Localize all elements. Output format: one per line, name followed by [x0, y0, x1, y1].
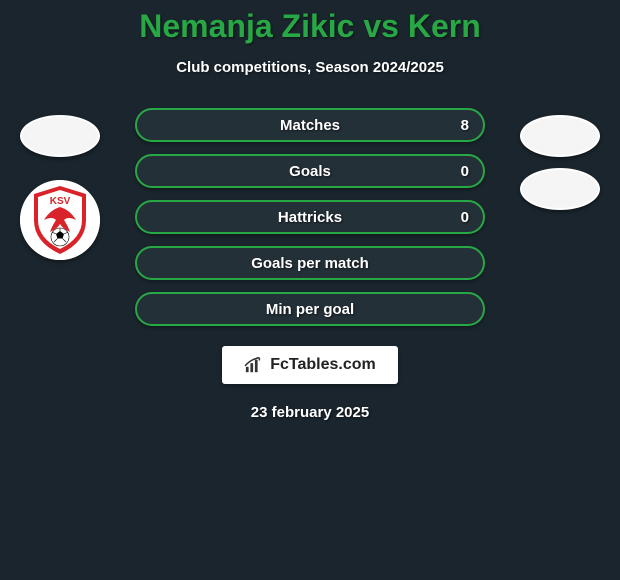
- stats-list: Matches 8 Goals 0 Hattricks 0 Goals per …: [135, 108, 485, 326]
- shield-icon: KSV: [20, 180, 100, 260]
- stat-row-goals: Goals 0: [135, 154, 485, 188]
- stat-label: Hattricks: [278, 209, 342, 226]
- bar-chart-icon: [244, 356, 264, 374]
- stat-right-value: 0: [461, 209, 469, 226]
- stat-label: Matches: [280, 117, 340, 134]
- watermark-badge: FcTables.com: [222, 346, 398, 384]
- stat-right-value: 8: [461, 117, 469, 134]
- player-right-photo: [520, 115, 600, 157]
- stat-label: Goals: [289, 163, 331, 180]
- stat-row-goals-per-match: Goals per match: [135, 246, 485, 280]
- stat-row-min-per-goal: Min per goal: [135, 292, 485, 326]
- club-right-badge: [520, 168, 600, 210]
- watermark-text: FcTables.com: [270, 356, 376, 374]
- stat-label: Min per goal: [266, 301, 354, 318]
- club-abbr-text: KSV: [50, 196, 71, 207]
- stat-row-hattricks: Hattricks 0: [135, 200, 485, 234]
- club-left-badge: KSV: [20, 180, 100, 260]
- stat-row-matches: Matches 8: [135, 108, 485, 142]
- subtitle: Club competitions, Season 2024/2025: [176, 59, 444, 76]
- stat-right-value: 0: [461, 163, 469, 180]
- date-text: 23 february 2025: [251, 404, 369, 421]
- player-left-photo: [20, 115, 100, 157]
- stat-label: Goals per match: [251, 255, 369, 272]
- page-title: Nemanja Zikic vs Kern: [139, 8, 480, 45]
